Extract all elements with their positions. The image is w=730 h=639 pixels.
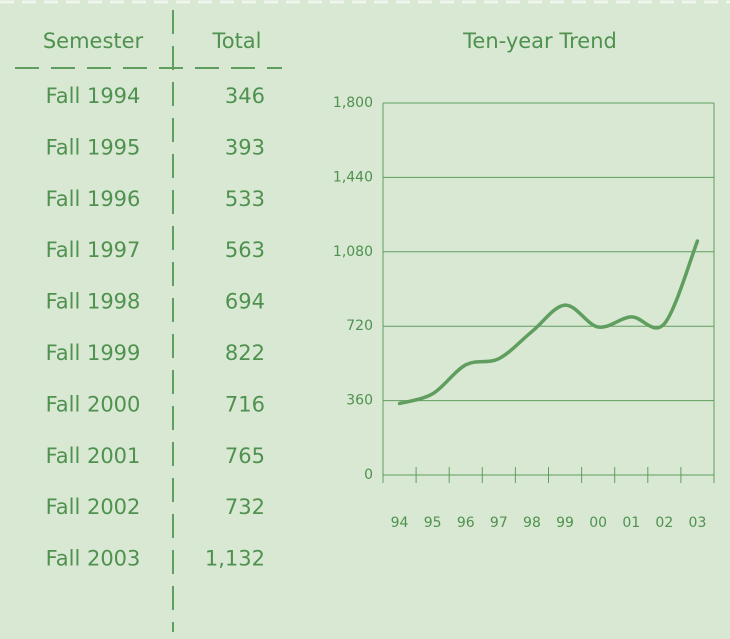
y-tick-label: 1,440 — [333, 169, 373, 185]
y-tick-label: 1,800 — [333, 95, 373, 111]
table-cell: 822 — [225, 341, 265, 365]
table-cell: Fall 2000 — [46, 392, 141, 416]
table-header: Semester — [43, 29, 144, 53]
x-tick-label: 98 — [523, 515, 541, 531]
table-cell: Fall 1995 — [46, 135, 141, 159]
table-cell: Fall 1994 — [46, 84, 141, 108]
table-cell: 765 — [225, 444, 265, 468]
y-tick-label: 360 — [346, 393, 373, 409]
table-cell: Fall 1997 — [46, 238, 141, 262]
table-cell: 716 — [225, 392, 265, 416]
table-cell: 694 — [225, 290, 265, 314]
trend-line — [397, 239, 700, 406]
y-tick-label: 1,080 — [333, 244, 373, 260]
x-tick-label: 03 — [689, 515, 707, 531]
table-cell: Fall 2001 — [46, 444, 141, 468]
x-tick-label: 95 — [424, 515, 442, 531]
chart-title: Ten-year Trend — [462, 29, 617, 53]
table-cell: 346 — [225, 84, 265, 108]
table-cell: Fall 2002 — [46, 495, 141, 519]
x-tick-label: 94 — [391, 515, 409, 531]
table-cell: Fall 1996 — [46, 187, 141, 211]
table-cell: 563 — [225, 238, 265, 262]
x-tick-label: 97 — [490, 515, 508, 531]
table-cell: Fall 1999 — [46, 341, 141, 365]
y-tick-label: 0 — [364, 467, 373, 483]
x-tick-label: 02 — [655, 515, 673, 531]
table-header: Total — [211, 29, 261, 53]
x-tick-label: 96 — [457, 515, 475, 531]
table-cell: Fall 1998 — [46, 290, 141, 314]
x-tick-label: 00 — [589, 515, 607, 531]
table-cell: Fall 2003 — [46, 547, 141, 571]
x-tick-label: 99 — [556, 515, 574, 531]
table-cell: 732 — [225, 495, 265, 519]
table-cell: 1,132 — [205, 547, 265, 571]
x-tick-label: 01 — [622, 515, 640, 531]
table-cell: 393 — [225, 135, 265, 159]
table-cell: 533 — [225, 187, 265, 211]
y-tick-label: 720 — [346, 318, 373, 334]
